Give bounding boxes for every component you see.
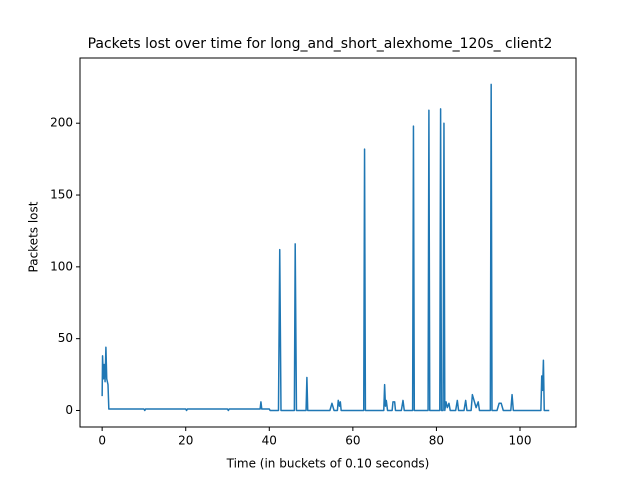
- x-axis-label: Time (in buckets of 0.10 seconds): [226, 457, 430, 471]
- chart-title: Packets lost over time for long_and_shor…: [88, 36, 553, 52]
- data-line: [101, 83, 550, 412]
- y-tick-label: 150: [50, 188, 73, 202]
- y-tick-label: 50: [58, 331, 73, 345]
- x-tick-label: 60: [345, 434, 360, 448]
- y-tick-label: 100: [50, 259, 73, 273]
- x-tick-label: 100: [509, 434, 532, 448]
- y-tick-label: 200: [50, 116, 73, 130]
- y-tick-label: 0: [65, 403, 73, 417]
- x-tick-label: 0: [98, 434, 106, 448]
- y-axis-label: Packets lost: [27, 201, 41, 272]
- x-tick-label: 40: [262, 434, 277, 448]
- plot-frame: [79, 57, 577, 428]
- x-tick-label: 20: [178, 434, 193, 448]
- x-tick-label: 80: [429, 434, 444, 448]
